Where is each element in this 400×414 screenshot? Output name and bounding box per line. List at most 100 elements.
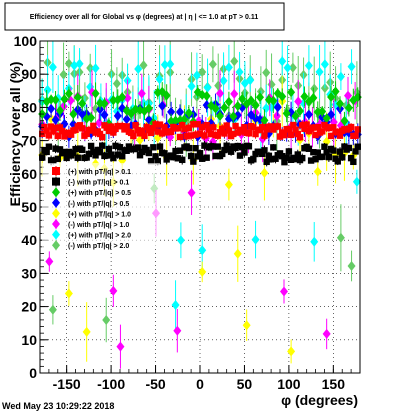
data-point — [199, 123, 206, 131]
data-point — [216, 110, 224, 121]
data-point — [187, 152, 195, 160]
data-point — [48, 62, 57, 73]
data-point — [354, 126, 361, 133]
data-point — [274, 123, 281, 130]
data-point — [344, 90, 352, 101]
data-point — [310, 124, 317, 131]
data-point — [45, 132, 53, 139]
data-point — [250, 124, 257, 131]
data-point — [323, 149, 330, 156]
data-point — [235, 66, 244, 77]
data-point — [52, 124, 59, 131]
data-point — [43, 84, 52, 95]
data-point — [245, 130, 253, 137]
data-point — [156, 143, 164, 150]
data-point — [52, 145, 59, 152]
data-point — [56, 146, 64, 153]
legend-label: (-) with pT/|q| > 2.0 — [68, 243, 129, 250]
data-point — [350, 158, 357, 166]
data-point — [54, 155, 61, 163]
data-point — [192, 70, 201, 81]
data-point — [319, 153, 326, 160]
data-point — [327, 132, 335, 140]
data-point — [51, 114, 60, 125]
data-point — [85, 150, 93, 158]
data-point — [336, 71, 345, 82]
data-point — [96, 98, 104, 109]
data-point — [107, 123, 115, 130]
y-axis-title: Efficiency over all (%) — [7, 62, 23, 207]
data-point — [61, 133, 68, 140]
data-point — [69, 109, 78, 120]
data-point — [122, 114, 131, 125]
x-axis-title: φ (degrees) — [281, 392, 358, 408]
data-point — [72, 145, 79, 153]
data-point — [79, 146, 86, 154]
data-point — [300, 91, 309, 102]
data-point — [334, 128, 341, 136]
data-point — [174, 125, 181, 132]
data-point — [137, 88, 146, 99]
data-point — [296, 134, 304, 141]
data-point — [246, 75, 255, 86]
data-point — [181, 126, 188, 133]
data-point — [152, 121, 159, 128]
data-point — [241, 149, 248, 156]
data-point — [330, 124, 337, 131]
data-point — [304, 60, 313, 71]
data-point — [136, 152, 144, 159]
data-point — [216, 129, 224, 136]
data-point — [78, 109, 87, 120]
data-point — [283, 62, 292, 73]
data-point — [156, 121, 164, 128]
data-point — [272, 111, 281, 122]
data-point — [322, 328, 331, 339]
data-point — [110, 154, 117, 162]
data-point — [123, 147, 130, 154]
data-point — [347, 154, 355, 162]
data-point — [113, 110, 122, 121]
data-point — [167, 106, 176, 117]
data-point — [238, 93, 247, 104]
data-point — [130, 132, 137, 140]
data-point — [327, 91, 336, 102]
data-point — [325, 153, 333, 161]
data-point — [176, 133, 184, 141]
data-point — [304, 109, 313, 120]
data-point — [282, 108, 291, 119]
data-point — [82, 326, 91, 337]
data-point — [201, 132, 208, 139]
data-point — [315, 66, 324, 77]
data-point — [198, 266, 207, 277]
data-point — [259, 150, 266, 158]
data-point — [352, 176, 361, 187]
data-point — [232, 122, 239, 130]
data-point — [179, 156, 186, 164]
data-point — [287, 346, 296, 357]
data-point — [309, 92, 318, 103]
data-point — [261, 132, 268, 139]
data-point — [45, 143, 53, 150]
data-point — [223, 142, 230, 149]
legend-marker — [52, 197, 60, 208]
y-tick-label: 40 — [21, 232, 37, 248]
legend-marker — [52, 177, 60, 186]
data-point — [185, 124, 193, 131]
data-point — [173, 325, 182, 336]
data-point — [152, 153, 159, 160]
legend: (+) with pT/|q| > 0.1 (-) with pT/|q| > 0… — [42, 163, 160, 251]
data-point — [205, 126, 213, 133]
data-point — [216, 88, 224, 99]
data-point — [91, 88, 100, 99]
data-point — [347, 61, 356, 72]
series-layer — [38, 41, 362, 369]
data-point — [155, 74, 164, 85]
data-point — [330, 147, 337, 154]
data-point — [109, 285, 118, 296]
data-point — [150, 125, 157, 132]
data-point — [103, 152, 110, 159]
data-point — [150, 144, 157, 151]
data-point — [174, 155, 181, 162]
data-point — [224, 96, 233, 107]
data-point — [99, 142, 106, 149]
